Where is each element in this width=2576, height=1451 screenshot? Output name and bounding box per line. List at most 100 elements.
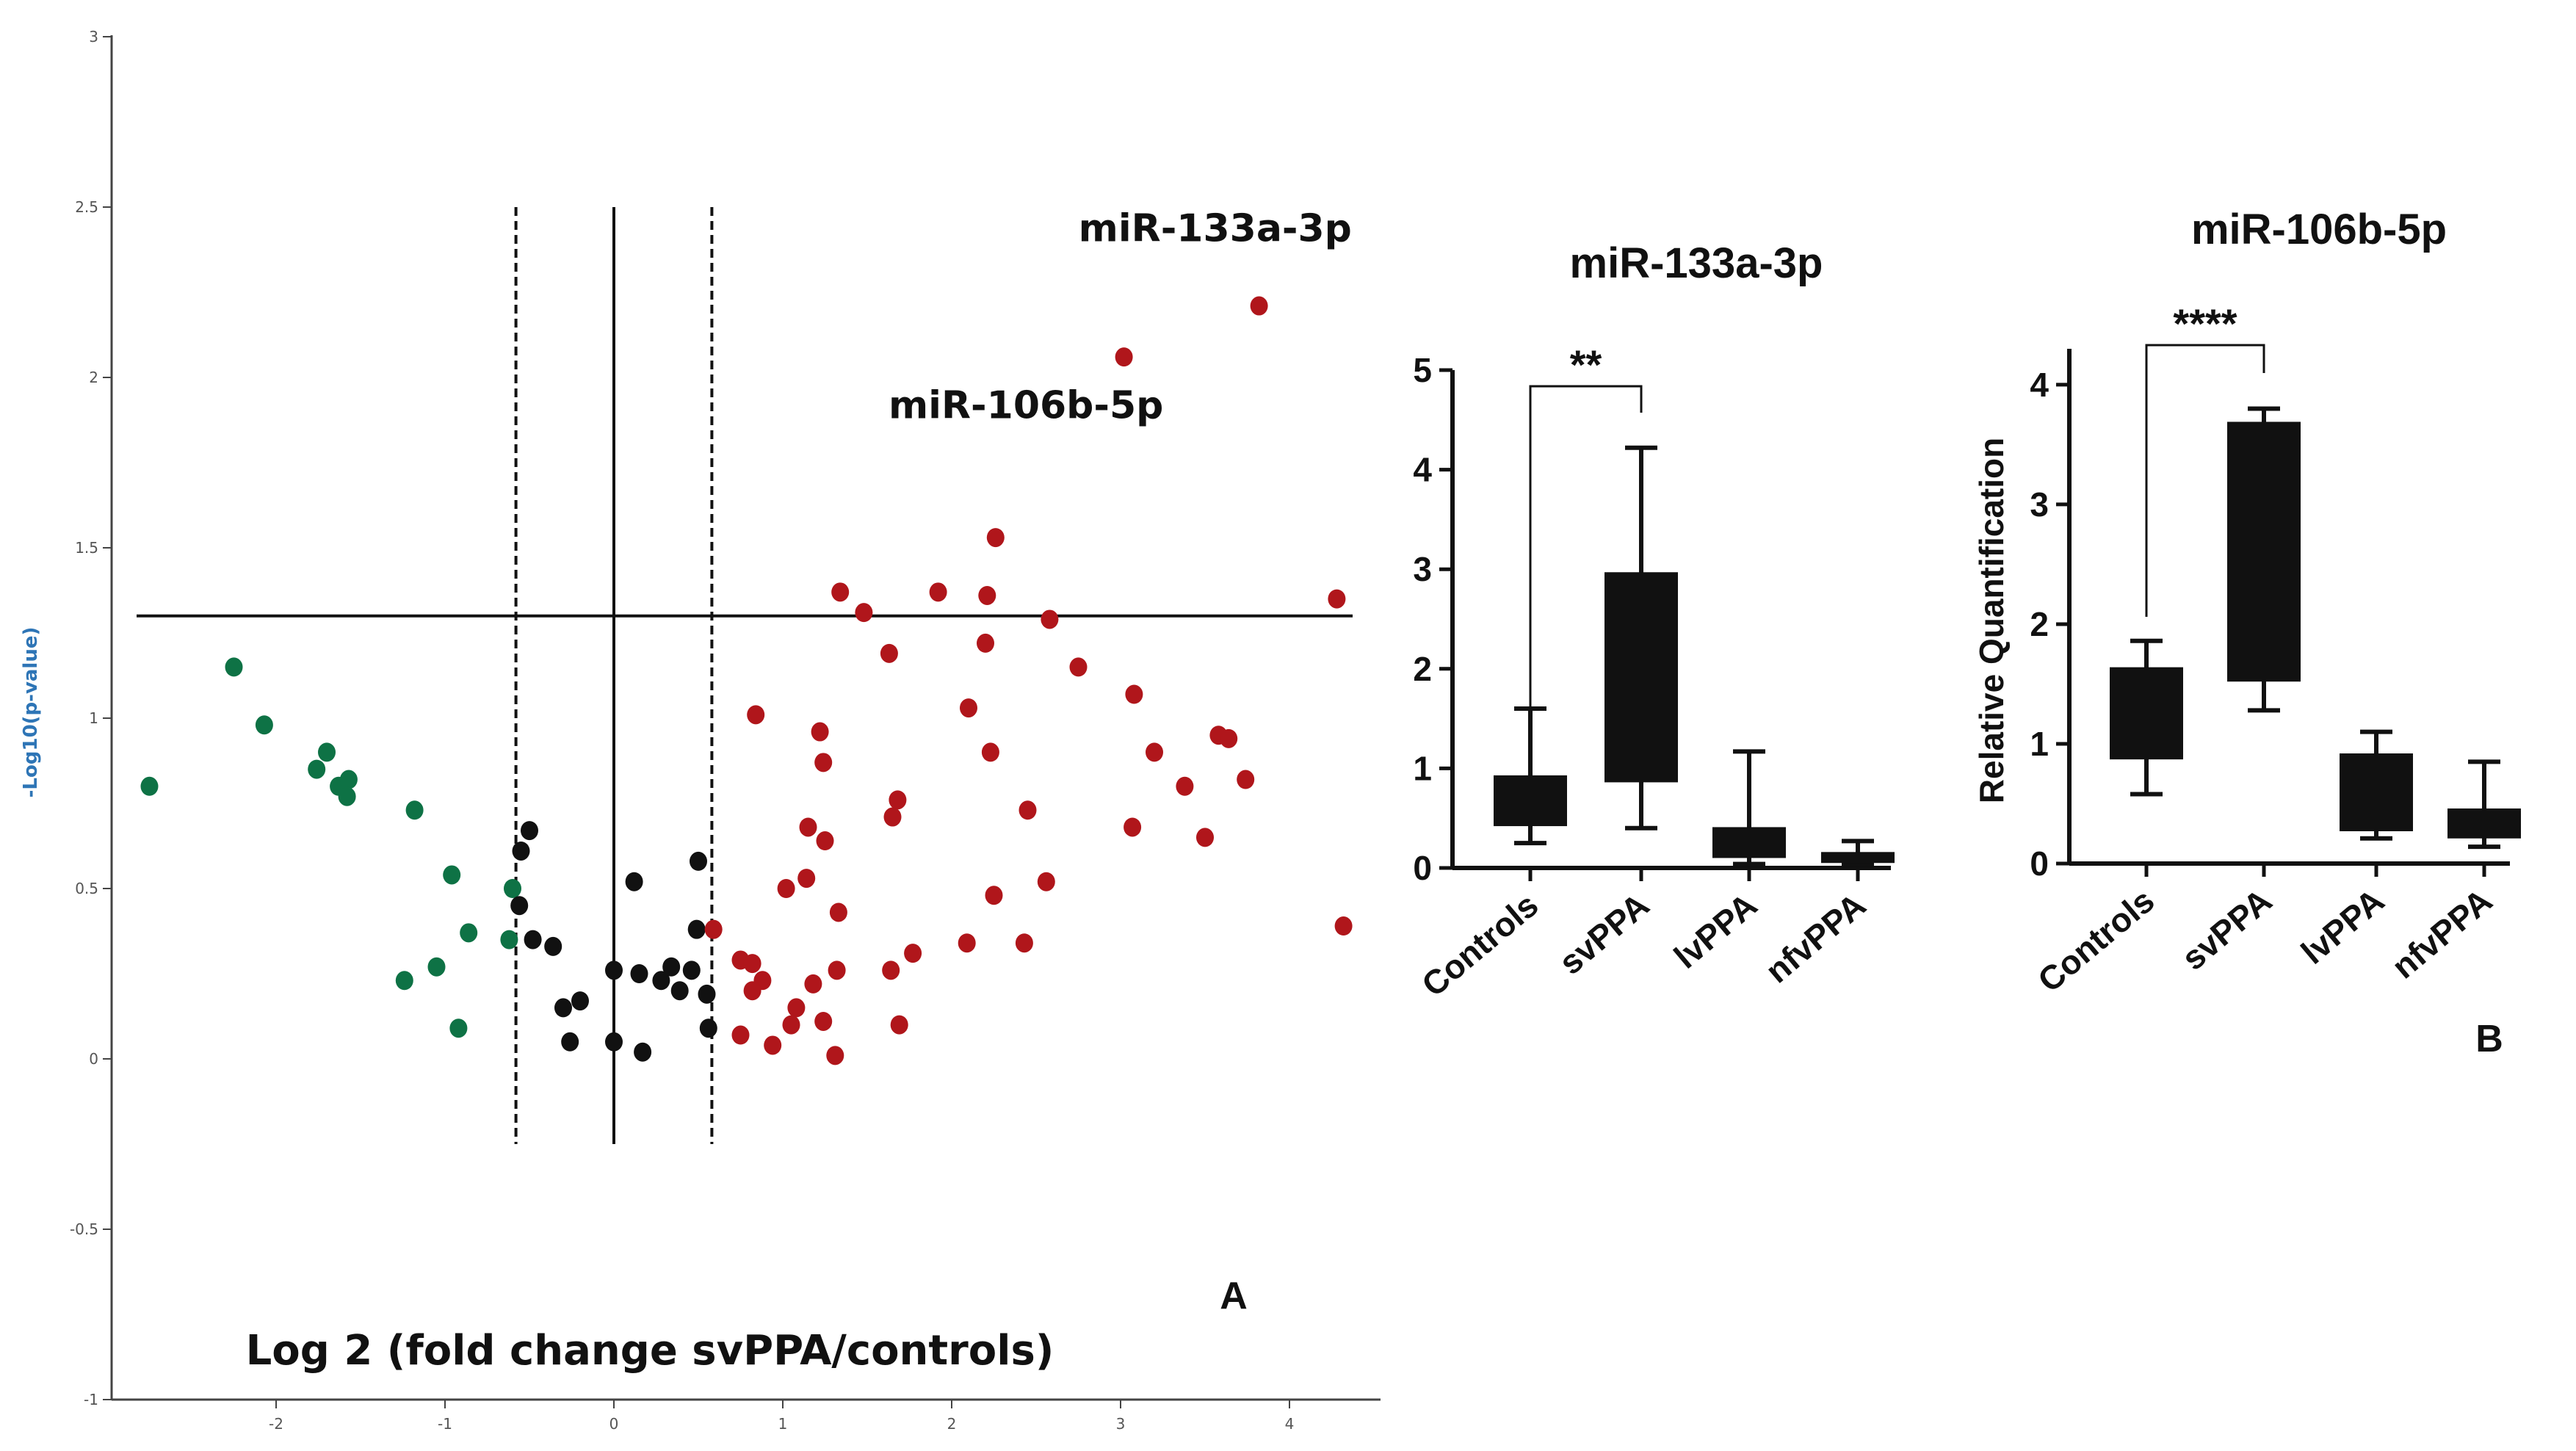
volcano-point-up <box>1041 609 1059 629</box>
volcano-point-up <box>986 528 1005 548</box>
volcano-point-down <box>449 1018 468 1038</box>
box-plot-y-tick-label: 2 <box>2030 605 2049 643</box>
volcano-point-neutral <box>605 1032 623 1052</box>
volcano-point-down <box>500 930 518 949</box>
volcano-point-up <box>747 705 765 725</box>
volcano-point-up <box>743 954 761 974</box>
volcano-point-neutral <box>690 851 707 871</box>
volcano-point-up <box>731 1025 750 1045</box>
category-label-controls: Controls <box>1414 886 1545 1004</box>
volcano-y-tick-label: 3 <box>89 28 98 46</box>
volcano-point-up <box>1037 872 1055 891</box>
box-plot-y-tick-label: 0 <box>2030 844 2049 883</box>
box-plot-y-tick-label: 5 <box>1413 351 1432 389</box>
category-label-controls: Controls <box>2030 881 2161 999</box>
box-plot-title-mir-133a-3p: miR-133a-3p <box>1570 239 1823 287</box>
volcano-x-tick-label: 1 <box>778 1415 788 1433</box>
box-plot-mir-133a-3p: miR-133a-3p 0 1 2 3 4 5 ** Controls svPPA lvPPA… <box>1413 239 1895 1004</box>
volcano-point-down <box>504 879 521 898</box>
significance-bracket-line <box>2145 344 2265 617</box>
panel-label-a: A <box>1220 1275 1248 1317</box>
significance-stars: ** <box>1570 341 1602 388</box>
volcano-point-down <box>395 971 413 991</box>
volcano-point-up <box>814 1011 833 1031</box>
significance-stars: **** <box>2173 300 2237 347</box>
volcano-x-axis-label: Log 2 (fold change svPPA/controls) <box>246 1327 1054 1375</box>
volcano-point-up <box>1019 800 1037 820</box>
significance-bracket: ** <box>1529 341 1643 746</box>
volcano-point-up <box>890 1015 908 1035</box>
volcano-point-down <box>308 759 326 779</box>
category-label-nfvppa: nfvPPA <box>1758 886 1873 991</box>
volcano-y-tick-label: 2 <box>89 369 98 386</box>
volcano-point-up <box>985 886 1003 905</box>
volcano-y-tick-label: -1 <box>84 1391 98 1408</box>
volcano-guide-lines <box>137 207 1353 1144</box>
box-lvppa <box>2340 753 2413 831</box>
box-plot-boxes <box>1494 445 1895 881</box>
volcano-point-neutral <box>554 998 572 1018</box>
volcano-point-down <box>338 786 356 806</box>
box-plot-y-tick-label: 3 <box>1413 550 1432 588</box>
volcano-point-up <box>882 960 900 980</box>
box-plot-y-tick-label: 1 <box>1413 749 1432 787</box>
volcano-x-tick-label: 2 <box>947 1415 957 1433</box>
significance-bracket-line <box>1529 385 1643 746</box>
box-plot-y-tick-label: 2 <box>1413 650 1432 688</box>
annotation-mir-133a-3p: miR-133a-3p <box>1079 206 1352 250</box>
volcano-point-up <box>1069 657 1088 677</box>
volcano-point-neutral <box>634 1042 652 1062</box>
volcano-point-up <box>1146 742 1163 762</box>
volcano-point-neutral <box>561 1032 579 1052</box>
category-label-lvppa: lvPPA <box>2294 881 2392 971</box>
box-plot-axes: 0 1 2 3 4 5 <box>1413 351 1891 887</box>
volcano-point-up <box>787 998 806 1018</box>
volcano-x-tick-label: -1 <box>438 1415 452 1433</box>
box-lvppa <box>1712 827 1786 858</box>
volcano-plot: -2 -1 0 1 2 3 4 -1 -0.5 0 0.5 1 1.5 2 2.5 3 miR-133a-3p… <box>20 28 1381 1433</box>
box-nfvppa <box>2447 808 2521 839</box>
box-controls <box>2110 667 2183 760</box>
volcano-points <box>140 296 1353 1065</box>
box-nfvppa <box>1821 852 1895 864</box>
volcano-point-neutral <box>662 957 681 977</box>
panel-label-b: B <box>2475 1018 2503 1060</box>
volcano-point-up <box>1176 776 1194 796</box>
annotation-mir-106b-5p: miR-106b-5p <box>889 384 1163 428</box>
box-svppa <box>1604 572 1678 783</box>
volcano-point-neutral <box>682 960 701 980</box>
volcano-point-up <box>929 582 947 602</box>
volcano-point-up <box>829 902 847 922</box>
category-label-svppa: svPPA <box>1552 886 1656 982</box>
volcano-point-down <box>427 957 446 977</box>
volcano-point-neutral <box>670 981 689 1001</box>
volcano-point-up <box>977 633 994 653</box>
box-plot-y-tick-label: 1 <box>2030 725 2049 763</box>
volcano-point-up <box>1237 770 1255 789</box>
volcano-x-tick-label: 4 <box>1285 1415 1295 1433</box>
box-plot-y-tick-label: 4 <box>1413 451 1432 489</box>
volcano-point-up <box>1125 684 1143 704</box>
category-label-nfvppa: nfvPPA <box>2384 881 2499 986</box>
volcano-point-neutral <box>544 936 562 956</box>
volcano-point-neutral <box>625 872 643 891</box>
volcano-y-tick-label: 0 <box>89 1050 98 1068</box>
volcano-point-up <box>797 869 816 889</box>
box-plot-axes: 0 1 2 3 4 <box>2030 349 2510 883</box>
volcano-point-down <box>405 800 424 820</box>
volcano-point-neutral <box>687 919 706 939</box>
box-plot-y-axis-label: Relative Quantification <box>1972 438 2011 803</box>
volcano-y-tick-label: 0.5 <box>75 880 98 897</box>
volcano-point-neutral <box>699 1018 717 1038</box>
volcano-point-up <box>1328 589 1346 609</box>
volcano-point-neutral <box>698 984 716 1004</box>
volcano-point-neutral <box>630 964 648 983</box>
volcano-point-up <box>1124 817 1142 837</box>
volcano-point-neutral <box>652 971 670 991</box>
volcano-point-up <box>880 643 898 663</box>
volcano-y-tick-label: -0.5 <box>70 1220 98 1238</box>
volcano-point-up <box>883 807 902 827</box>
volcano-point-up <box>799 817 817 837</box>
